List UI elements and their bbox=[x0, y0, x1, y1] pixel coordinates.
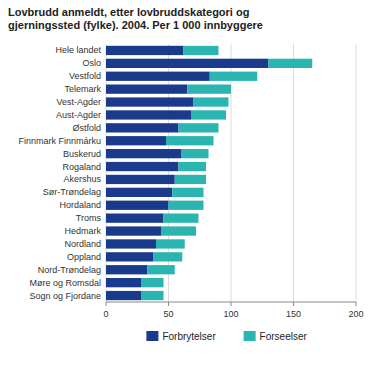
chart-svg: Lovbrudd anmeldt, etter lovbruddskategor… bbox=[0, 0, 369, 366]
y-axis: Sogn og Fjordane Møre og Romsdal Nord-Trøn… bbox=[18, 45, 101, 300]
bar bbox=[191, 110, 226, 119]
x-tick bbox=[293, 302, 294, 306]
bar bbox=[106, 46, 184, 55]
bar bbox=[210, 72, 258, 81]
bar bbox=[194, 97, 229, 106]
bar bbox=[181, 149, 209, 158]
x-tick-label: 0 bbox=[103, 309, 108, 319]
bar bbox=[164, 214, 199, 223]
title-line: Lovbrudd anmeldt, etter lovbruddskategor… bbox=[8, 6, 249, 18]
grid-line bbox=[168, 44, 169, 302]
y-tick-label: Vest-Agder bbox=[56, 97, 101, 107]
y-tick-label: Nordland bbox=[64, 239, 101, 249]
bar bbox=[166, 136, 214, 145]
y-tick-label: Akershus bbox=[63, 174, 101, 184]
bar bbox=[106, 97, 194, 106]
legend-label: Forbrytelser bbox=[162, 331, 216, 342]
bar bbox=[179, 162, 207, 171]
bar bbox=[106, 239, 156, 248]
bar bbox=[141, 291, 164, 300]
x-tick bbox=[356, 302, 357, 306]
bar bbox=[179, 123, 219, 132]
y-tick-label: Oslo bbox=[82, 58, 101, 68]
bar bbox=[161, 226, 196, 235]
bar bbox=[106, 123, 179, 132]
bar bbox=[141, 278, 164, 287]
bar bbox=[106, 162, 179, 171]
x-tick-label: 50 bbox=[163, 309, 173, 319]
bar bbox=[184, 46, 219, 55]
grid-line bbox=[106, 44, 107, 302]
chart-container: Lovbrudd anmeldt, etter lovbruddskategor… bbox=[0, 0, 369, 366]
y-tick-label: Hele landet bbox=[55, 45, 101, 55]
bar bbox=[106, 265, 147, 274]
y-tick-label: Troms bbox=[76, 213, 102, 223]
bar bbox=[106, 175, 175, 184]
bar bbox=[106, 201, 169, 210]
bar bbox=[106, 291, 141, 300]
bar bbox=[106, 136, 166, 145]
y-tick-label: Rogaland bbox=[62, 162, 101, 172]
bar bbox=[106, 72, 210, 81]
y-tick-label: Oppland bbox=[67, 252, 101, 262]
y-tick-label: Sør-Trøndelag bbox=[43, 187, 101, 197]
bar bbox=[106, 110, 191, 119]
x-tick-label: 200 bbox=[348, 309, 363, 319]
bar bbox=[106, 85, 187, 94]
y-tick-label: Sogn og Fjordane bbox=[29, 291, 101, 301]
chart-title: Lovbrudd anmeldt, etter lovbruddskategor… bbox=[8, 6, 263, 31]
y-tick-label: Vestfold bbox=[69, 71, 101, 81]
y-tick-label: Østfold bbox=[72, 123, 101, 133]
bar bbox=[106, 149, 181, 158]
y-tick-label: Buskerud bbox=[63, 149, 101, 159]
legend-label: Forseelser bbox=[260, 331, 308, 342]
bar bbox=[106, 188, 172, 197]
bar bbox=[106, 226, 161, 235]
grid-line bbox=[356, 44, 357, 302]
bar bbox=[169, 201, 204, 210]
bar bbox=[269, 59, 313, 68]
bar bbox=[172, 188, 203, 197]
grid bbox=[106, 44, 356, 302]
bar bbox=[106, 59, 269, 68]
y-tick-label: Aust-Agder bbox=[56, 110, 101, 120]
y-tick-label: Finnmark Finnmárku bbox=[18, 136, 101, 146]
x-tick-label: 100 bbox=[223, 309, 238, 319]
bar bbox=[106, 252, 154, 261]
bar bbox=[175, 175, 206, 184]
bar bbox=[187, 85, 231, 94]
x-tick bbox=[231, 302, 232, 306]
x-axis: 0 50 100 150 200 bbox=[103, 302, 363, 319]
y-tick-label: Nord-Trøndelag bbox=[38, 265, 101, 275]
bar bbox=[156, 239, 185, 248]
y-tick-label: Hedmark bbox=[64, 226, 101, 236]
legend-swatch bbox=[146, 331, 158, 341]
grid-line bbox=[293, 44, 294, 302]
legend-swatch bbox=[244, 331, 256, 341]
legend: Forbrytelser Forseelser bbox=[146, 331, 307, 342]
y-tick-label: Telemark bbox=[64, 84, 101, 94]
title-line: gjerningssted (fylke). 2004. Per 1 000 i… bbox=[8, 19, 263, 31]
bar bbox=[106, 278, 141, 287]
bar bbox=[154, 252, 183, 261]
y-tick-label: Møre og Romsdal bbox=[29, 278, 101, 288]
x-tick-label: 150 bbox=[286, 309, 301, 319]
y-tick-label: Hordaland bbox=[59, 200, 101, 210]
x-tick bbox=[106, 302, 107, 306]
grid-line bbox=[231, 44, 232, 302]
bar bbox=[147, 265, 175, 274]
bars bbox=[106, 46, 312, 300]
x-tick bbox=[168, 302, 169, 306]
bar bbox=[106, 214, 164, 223]
x-axis-line bbox=[106, 302, 356, 303]
